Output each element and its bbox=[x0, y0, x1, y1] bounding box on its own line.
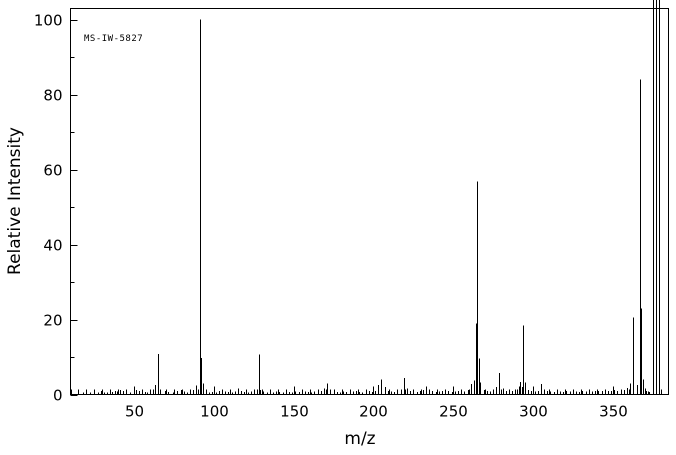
x-tick-label: 150 bbox=[280, 403, 309, 421]
sample-id-annotation: MS-IW-5827 bbox=[84, 34, 143, 44]
x-tick-label: 100 bbox=[200, 403, 229, 421]
y-axis-tick-labels: 0 20 40 60 80 100 bbox=[34, 12, 63, 405]
x-tick-label: 250 bbox=[439, 403, 468, 421]
y-tick-label: 20 bbox=[43, 312, 62, 330]
x-tick-label: 200 bbox=[359, 403, 388, 421]
x-tick-label: 300 bbox=[519, 403, 548, 421]
y-axis-title: Relative Intensity bbox=[5, 127, 25, 275]
peak-series bbox=[78, 0, 660, 395]
y-tick-label: 100 bbox=[34, 12, 63, 30]
x-tick-label: 350 bbox=[599, 403, 628, 421]
y-tick-label: 0 bbox=[53, 387, 63, 405]
y-tick-label: 60 bbox=[43, 162, 62, 180]
x-axis-title: m/z bbox=[344, 429, 375, 449]
x-axis-major-ticks bbox=[134, 386, 614, 395]
y-tick-label: 40 bbox=[43, 237, 62, 255]
x-axis-tick-labels: 50 100 150 200 250 300 350 bbox=[125, 403, 628, 421]
y-axis-major-ticks bbox=[70, 20, 78, 396]
plot-frame bbox=[70, 8, 669, 395]
y-axis-minor-ticks bbox=[70, 57, 75, 358]
x-tick-label: 50 bbox=[125, 403, 144, 421]
y-tick-label: 80 bbox=[43, 87, 62, 105]
